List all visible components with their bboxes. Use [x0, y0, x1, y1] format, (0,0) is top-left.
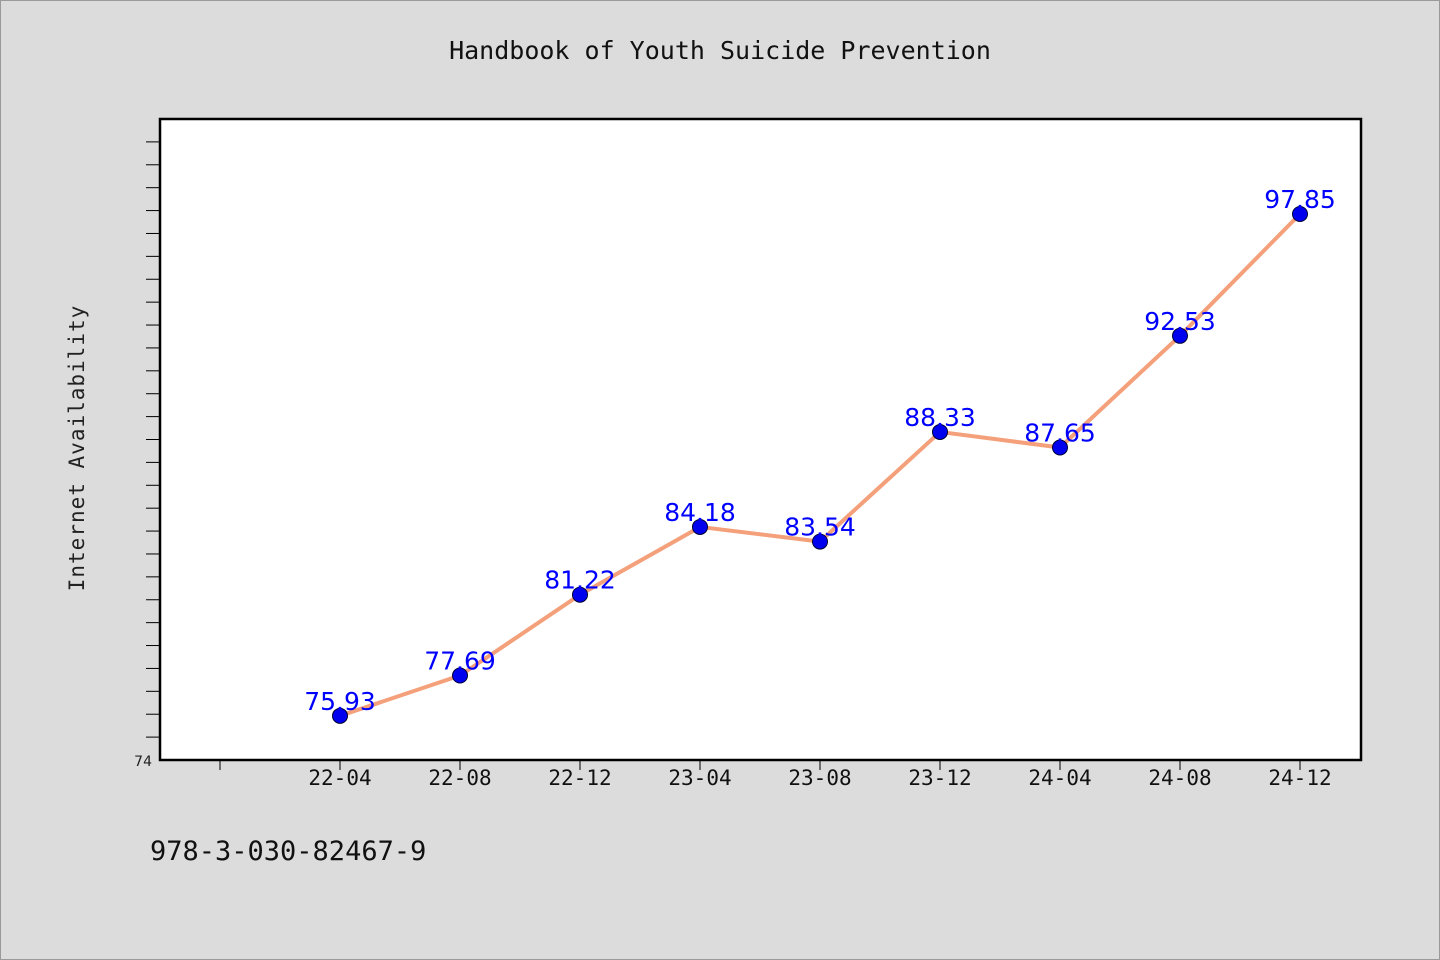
data-point — [812, 533, 828, 550]
data-point — [1052, 439, 1068, 456]
x-tick-label: 22-08 — [428, 766, 491, 790]
x-tick-label: 23-08 — [788, 766, 851, 790]
data-point — [332, 707, 348, 724]
data-labels: 75.93 77.69 81.22 84.18 83.54 88.33 87.65 92.53… — [304, 185, 1336, 716]
data-label: 83.54 — [784, 513, 856, 542]
x-tick-label: 22-04 — [308, 766, 371, 790]
data-label: 87.65 — [1024, 419, 1096, 448]
x-tick-label: 24-04 — [1028, 766, 1091, 790]
footer-code: 978-3-030-82467-9 — [150, 836, 427, 867]
y-tick-label: 74 — [134, 754, 152, 770]
x-axis-ticks: 22-04 22-08 22-12 23-04 23-08 23-12 24-04 24-08… — [219, 760, 1332, 790]
data-label: 92.53 — [1144, 307, 1216, 336]
x-tick-label: 24-08 — [1148, 766, 1211, 790]
data-point — [932, 423, 948, 440]
data-point — [1172, 327, 1188, 344]
data-point — [1292, 206, 1308, 223]
data-label: 81.22 — [544, 566, 616, 595]
plot-area — [158, 117, 1363, 762]
data-label: 77.69 — [424, 647, 496, 676]
data-label: 75.93 — [304, 687, 376, 716]
data-point — [692, 518, 708, 535]
chart-title: Handbook of Youth Suicide Prevention — [449, 36, 991, 65]
x-tick-label: 24-12 — [1268, 766, 1331, 790]
x-tick-label: 22-12 — [548, 766, 611, 790]
x-tick-label: 23-12 — [908, 766, 971, 790]
data-label: 97.85 — [1264, 185, 1336, 214]
data-label: 88.33 — [904, 403, 976, 432]
data-points — [332, 206, 1308, 724]
data-label: 84.18 — [664, 498, 736, 527]
data-point — [572, 586, 588, 603]
x-tick-label: 23-04 — [668, 766, 731, 790]
y-axis-ticks: 74 — [134, 141, 160, 770]
data-point — [452, 667, 468, 684]
